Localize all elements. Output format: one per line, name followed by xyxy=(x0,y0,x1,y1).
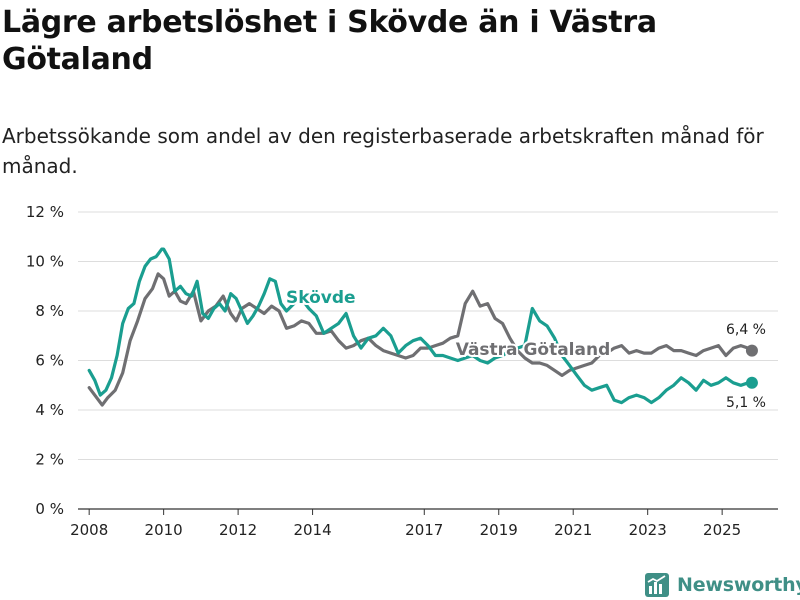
y-tick-label: 6 % xyxy=(35,352,64,370)
x-tick-label: 2019 xyxy=(480,521,518,539)
end-value-vastra-gotaland: 6,4 % xyxy=(726,322,766,338)
x-tick-label: 2025 xyxy=(703,521,741,539)
x-tick-label: 2012 xyxy=(219,521,257,539)
series-labels: Skövde Västra Götaland 6,4 % 5,1 % xyxy=(284,286,766,411)
x-tick-label: 2023 xyxy=(629,521,667,539)
y-tick-label: 8 % xyxy=(35,302,64,320)
series-lines xyxy=(87,247,758,407)
end-value-skovde: 5,1 % xyxy=(726,395,766,411)
brand-name: Newsworthy xyxy=(677,574,800,596)
y-tick-label: 2 % xyxy=(35,451,64,469)
bar-chart-icon xyxy=(645,573,669,597)
chart-title: Lägre arbetslöshet i Skövde än i Västra … xyxy=(2,5,657,77)
chart-subtitle: Arbetssökande som andel av den registerb… xyxy=(2,124,764,178)
x-tick-label: 2021 xyxy=(554,521,592,539)
x-tick-label: 2017 xyxy=(405,521,443,539)
series-line-v-stra-g-taland xyxy=(87,272,754,407)
brand-logo[interactable]: Newsworthy xyxy=(645,571,800,599)
series-line-sk-vde xyxy=(87,247,754,405)
y-axis: 0 % 2 % 4 % 6 % 8 % 10 % 12 % xyxy=(26,203,64,518)
y-tick-label: 12 % xyxy=(26,203,64,221)
end-point-v-stra-g-taland xyxy=(745,344,758,357)
y-tick-label: 4 % xyxy=(35,401,64,419)
x-tick-label: 2014 xyxy=(293,521,331,539)
end-point-sk-vde xyxy=(745,376,758,389)
x-axis: 2008 2010 2012 2014 2017 2019 2021 2023 2025 xyxy=(70,509,741,539)
x-tick-label: 2010 xyxy=(145,521,183,539)
series-label-skovde: Skövde xyxy=(286,288,356,308)
x-tick-label: 2008 xyxy=(70,521,108,539)
y-tick-label: 10 % xyxy=(26,253,64,271)
grid-lines xyxy=(78,211,778,510)
series-label-vastra-gotaland: Västra Götaland xyxy=(456,340,611,360)
y-tick-label: 0 % xyxy=(35,500,64,518)
